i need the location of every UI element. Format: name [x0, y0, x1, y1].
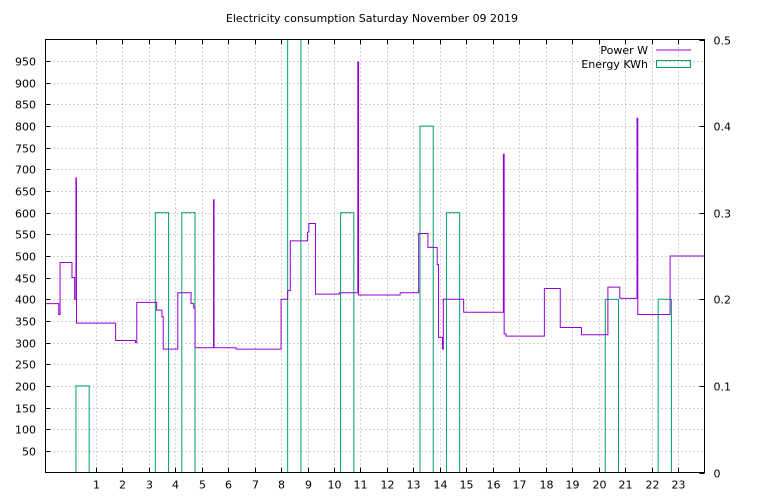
- legend-label-power: Power W: [600, 44, 648, 57]
- y-tick-label: 850: [15, 99, 36, 112]
- chart-title: Electricity consumption Saturday Novembe…: [226, 12, 518, 25]
- x-tick-label: 2: [119, 479, 126, 492]
- energy-bar: [445, 212, 461, 473]
- y-tick-label: 700: [15, 164, 36, 177]
- x-tick-label: 18: [540, 479, 554, 492]
- energy-bar: [340, 212, 355, 473]
- y-tick-label: 800: [15, 121, 36, 134]
- legend: Power W Energy KWh: [581, 44, 691, 71]
- energy-bar: [604, 298, 619, 473]
- x-tick-label: 4: [172, 479, 179, 492]
- y2-tick-label: 0.2: [714, 294, 732, 307]
- y-tick-label: 750: [15, 143, 36, 156]
- x-tick-label: 20: [593, 479, 607, 492]
- x-tick-label: 22: [646, 479, 660, 492]
- y2-tick-label: 0: [714, 468, 721, 481]
- y2-tick-label: 0.3: [714, 208, 732, 221]
- x-tick-label: 15: [460, 479, 474, 492]
- legend-label-energy: Energy KWh: [581, 58, 648, 71]
- y-tick-label: 450: [15, 273, 36, 286]
- y-tick-label: 400: [15, 294, 36, 307]
- y-tick-label: 150: [15, 403, 36, 416]
- axes: 1 2 3 4 5 6 7 8 9 10 11 12 13 14 15 16 17 18 19 20 21 22 23501…: [15, 35, 731, 492]
- x-tick-label: 13: [407, 479, 421, 492]
- y-tick-label: 500: [15, 251, 36, 264]
- y-tick-label: 300: [15, 338, 36, 351]
- x-tick-label: 3: [146, 479, 153, 492]
- energy-bar: [181, 212, 196, 473]
- y-tick-label: 550: [15, 229, 36, 242]
- y2-tick-label: 0.4: [714, 121, 732, 134]
- x-tick-label: 17: [513, 479, 527, 492]
- x-tick-label: 12: [381, 479, 395, 492]
- x-tick-label: 6: [225, 479, 232, 492]
- y2-tick-label: 0.5: [714, 35, 732, 48]
- y-tick-label: 250: [15, 359, 36, 372]
- x-tick-label: 10: [328, 479, 342, 492]
- y-tick-label: 950: [15, 56, 36, 69]
- y-tick-label: 350: [15, 316, 36, 329]
- y-tick-label: 50: [22, 446, 36, 459]
- x-tick-label: 8: [278, 479, 285, 492]
- x-tick-label: 14: [434, 479, 448, 492]
- power-line: [45, 61, 705, 350]
- energy-bar: [154, 212, 170, 473]
- power-series: [45, 61, 705, 350]
- x-tick-label: 21: [619, 479, 633, 492]
- y-tick-label: 900: [15, 78, 36, 91]
- grid: [45, 39, 705, 473]
- y-tick-label: 600: [15, 208, 36, 221]
- x-tick-label: 19: [566, 479, 580, 492]
- x-tick-label: 9: [305, 479, 312, 492]
- x-tick-label: 7: [252, 479, 259, 492]
- x-tick-label: 23: [672, 479, 686, 492]
- x-tick-label: 16: [487, 479, 501, 492]
- x-tick-label: 11: [354, 479, 368, 492]
- y-tick-label: 200: [15, 381, 36, 394]
- x-tick-label: 5: [199, 479, 206, 492]
- y-tick-label: 650: [15, 186, 36, 199]
- y2-tick-label: 0.1: [714, 381, 732, 394]
- legend-swatch-energy: [656, 60, 691, 68]
- x-tick-label: 1: [93, 479, 100, 492]
- y-tick-label: 100: [15, 424, 36, 437]
- energy-bar: [657, 298, 672, 473]
